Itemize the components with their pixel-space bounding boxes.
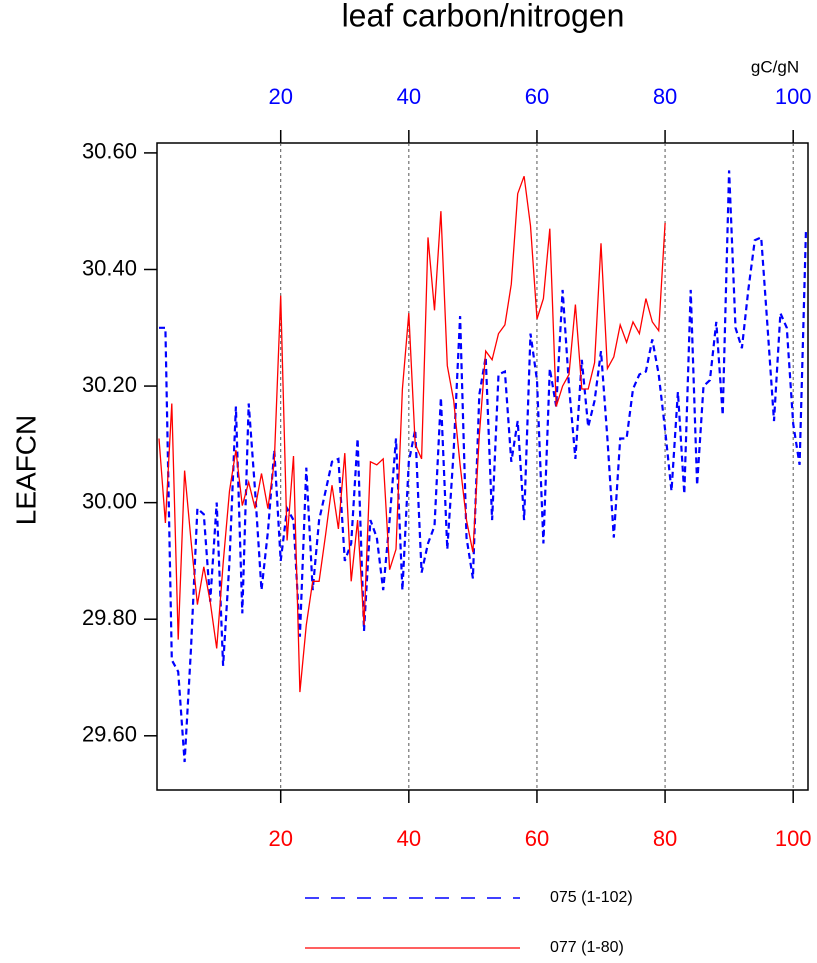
x-tick-label: 20 — [268, 826, 292, 851]
x-tick-label: 60 — [525, 826, 549, 851]
x2-tick-label: 60 — [525, 84, 549, 109]
x-tick-label: 100 — [775, 826, 812, 851]
x2-tick-label: 100 — [775, 84, 812, 109]
x2-axis-unit: gC/gN — [751, 57, 799, 76]
series-line — [159, 170, 808, 763]
legend-label: 075 (1-102) — [550, 889, 633, 906]
y-tick-label: 29.60 — [82, 722, 137, 747]
plot-frame — [156, 142, 809, 791]
x2-tick-label: 20 — [268, 84, 292, 109]
y-axis-title: LEAFCN — [10, 415, 41, 525]
y-tick-label: 30.00 — [82, 488, 137, 513]
x-tick-label: 80 — [653, 826, 677, 851]
y-tick-label: 29.80 — [82, 605, 137, 630]
y-tick-label: 30.60 — [82, 139, 137, 164]
chart-title: leaf carbon/nitrogen — [342, 0, 625, 33]
x-tick-label: 40 — [397, 826, 421, 851]
x2-tick-label: 80 — [653, 84, 677, 109]
series-line — [158, 175, 666, 693]
x2-tick-label: 40 — [397, 84, 421, 109]
y-tick-label: 30.20 — [82, 372, 137, 397]
y-tick-label: 30.40 — [82, 255, 137, 280]
legend-label: 077 (1-80) — [550, 939, 624, 956]
